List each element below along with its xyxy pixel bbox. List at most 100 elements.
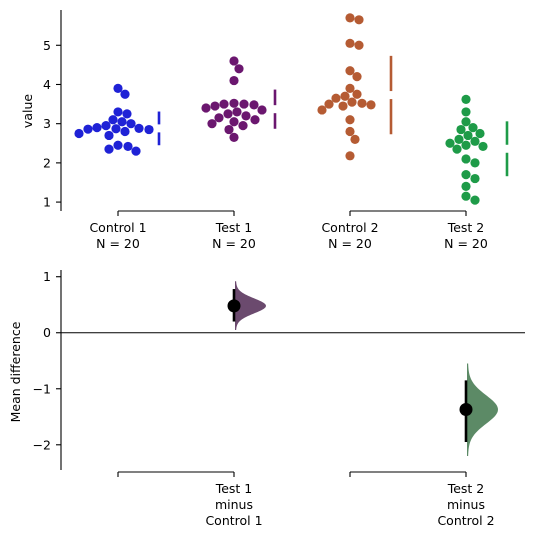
- data-point: [250, 115, 260, 125]
- data-point: [104, 144, 114, 154]
- data-point: [207, 119, 217, 129]
- effect-size-panel: Mean difference −2−101 Test 1minusContro…: [8, 269, 525, 528]
- data-point: [234, 64, 244, 74]
- data-point: [347, 97, 357, 107]
- data-point: [74, 128, 84, 139]
- data-point: [144, 124, 154, 135]
- data-point: [229, 98, 239, 108]
- bottom-y-tick-label: 1: [43, 269, 51, 284]
- data-point: [461, 107, 471, 117]
- data-point: [345, 13, 355, 23]
- data-point: [461, 117, 471, 127]
- bottom-y-tick-label: −2: [33, 437, 51, 452]
- bootstrap-distribution: [467, 363, 498, 456]
- top-y-tick-label: 4: [43, 77, 51, 92]
- comparison-label: minus: [215, 497, 253, 512]
- top-y-axis-title: value: [20, 94, 35, 128]
- comparison-label: Control 2: [437, 513, 494, 528]
- comparison-label: Test 2: [447, 481, 485, 496]
- data-point: [454, 134, 464, 144]
- data-point: [111, 124, 121, 134]
- data-point: [445, 138, 455, 148]
- top-y-tick-label: 3: [43, 116, 51, 131]
- data-point: [239, 99, 249, 109]
- top-y-tick-label: 1: [43, 195, 51, 210]
- data-point: [120, 89, 130, 99]
- data-point: [122, 109, 132, 119]
- data-point: [345, 66, 355, 76]
- bottom-y-tick-label: 0: [43, 325, 51, 340]
- data-point: [219, 99, 229, 109]
- data-point: [345, 38, 355, 48]
- bottom-y-tick-label: −1: [33, 381, 51, 396]
- data-point: [108, 115, 118, 125]
- data-point: [117, 117, 127, 127]
- data-point: [470, 173, 480, 184]
- data-point: [232, 107, 242, 117]
- data-point: [134, 123, 144, 133]
- data-point: [461, 140, 471, 150]
- mean-difference-point: [227, 299, 241, 313]
- data-point: [461, 94, 471, 104]
- data-point: [345, 115, 355, 125]
- data-point: [461, 170, 471, 180]
- data-point: [345, 126, 355, 137]
- group-n-label: N = 20: [328, 236, 372, 251]
- mean-difference-point: [459, 402, 473, 416]
- data-point: [345, 83, 355, 93]
- data-point: [229, 75, 239, 86]
- data-point: [241, 111, 251, 121]
- data-point: [350, 134, 360, 144]
- data-point: [229, 132, 239, 142]
- data-point: [354, 40, 364, 50]
- data-point: [317, 105, 327, 115]
- data-point: [331, 93, 341, 103]
- data-point: [475, 128, 485, 139]
- data-point: [357, 98, 367, 108]
- data-point: [324, 99, 334, 109]
- group-n-label: N = 20: [444, 236, 488, 251]
- data-point: [468, 123, 478, 133]
- data-point: [238, 121, 248, 131]
- data-point: [352, 72, 362, 82]
- comparison-label: minus: [447, 497, 485, 512]
- comparison-label: Control 1: [205, 513, 262, 528]
- group-label: Test 2: [447, 220, 485, 235]
- data-point: [104, 130, 114, 141]
- data-point: [201, 103, 211, 113]
- bottom-y-axis-title: Mean difference: [8, 321, 23, 422]
- data-point: [470, 136, 480, 146]
- data-point: [123, 141, 133, 152]
- data-point: [101, 121, 111, 131]
- data-point: [366, 100, 376, 110]
- data-point: [478, 141, 488, 152]
- data-point: [229, 117, 239, 127]
- data-point: [461, 191, 471, 201]
- data-point: [113, 140, 123, 150]
- data-point: [470, 158, 480, 168]
- group-n-label: N = 20: [212, 236, 256, 251]
- data-point: [257, 105, 267, 115]
- data-point: [354, 15, 364, 25]
- data-point: [338, 101, 348, 111]
- data-point: [229, 56, 239, 66]
- data-point: [83, 124, 93, 134]
- data-point: [452, 144, 462, 154]
- data-point: [345, 151, 355, 161]
- data-point: [214, 113, 224, 123]
- data-point: [120, 126, 130, 137]
- group-n-label: N = 20: [96, 236, 140, 251]
- data-point: [461, 154, 471, 164]
- data-point: [249, 100, 259, 110]
- data-point: [456, 124, 466, 135]
- data-point: [92, 123, 102, 133]
- data-point: [340, 91, 350, 101]
- data-point: [210, 101, 220, 111]
- data-point: [113, 107, 123, 117]
- bootstrap-distribution: [235, 281, 266, 330]
- top-y-tick-label: 5: [43, 38, 51, 53]
- data-point: [461, 181, 471, 191]
- data-point: [126, 119, 136, 129]
